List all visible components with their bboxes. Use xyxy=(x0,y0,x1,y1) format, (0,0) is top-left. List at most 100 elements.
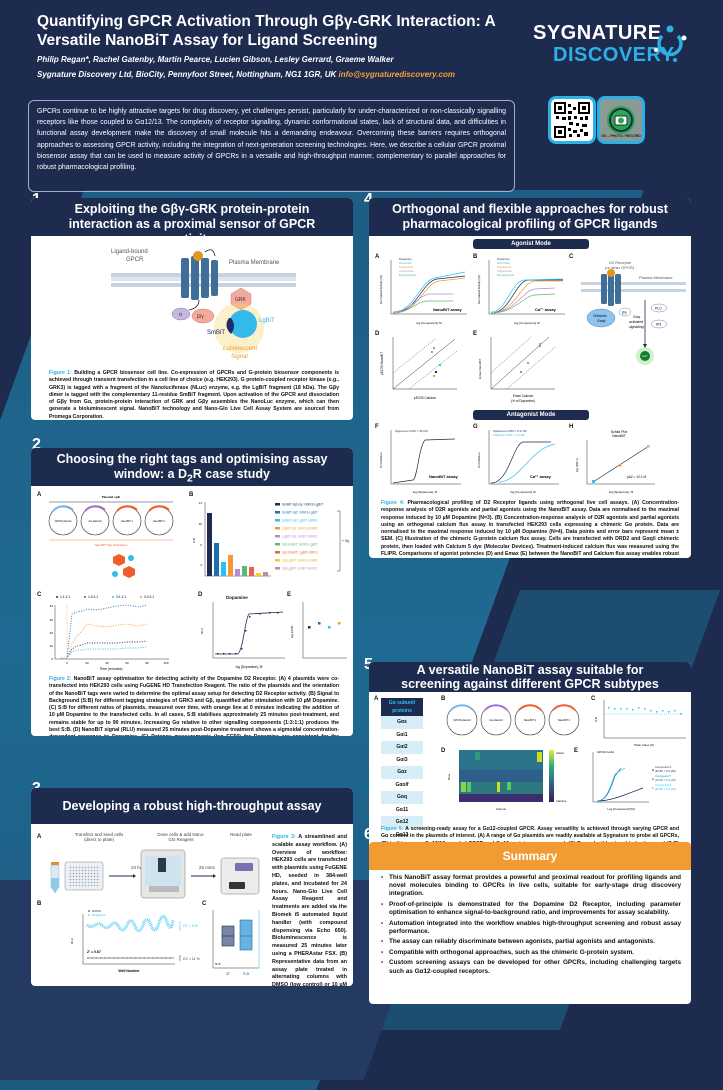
svg-text:NanoBiT 1: NanoBiT 1 xyxy=(524,718,537,722)
figure-caption: Figure 4: Pharmacological profiling of D… xyxy=(381,500,679,558)
svg-text:CV = 11 %: CV = 11 % xyxy=(183,957,200,961)
panel-label: A xyxy=(37,492,42,498)
svg-text:DMSO: DMSO xyxy=(92,909,102,913)
svg-text:2: 2 xyxy=(200,563,202,567)
section-1: Exploiting the Gβγ-GRK protein-protein i… xyxy=(31,198,353,420)
qr-code[interactable] xyxy=(548,96,596,144)
compound-response-chart: GPCR-Gα12 Compound X(EC50 = 0.5 µM) Comp… xyxy=(592,750,676,811)
svg-text:Chimeric: Chimeric xyxy=(593,314,607,318)
svg-text:Ca²⁺ assay: Ca²⁺ assay xyxy=(530,474,552,479)
table-row: Gα12 xyxy=(381,816,423,829)
tube-icon xyxy=(50,862,60,894)
summary-bullet: Automation integrated into the workflow … xyxy=(381,920,681,936)
panel-label: E xyxy=(574,748,579,754)
section-6-summary: Summary This NanoBiT assay format provid… xyxy=(369,842,691,1004)
well-plate-icon xyxy=(64,861,104,891)
summary-title: Summary xyxy=(369,842,691,870)
ligand-label: Ligand-bound xyxy=(111,249,148,255)
panel-label: B xyxy=(189,492,194,498)
summary-bullet: Compatible with orthogonal approaches, s… xyxy=(381,949,681,957)
svg-text:Z': Z' xyxy=(226,971,229,976)
logo-text-1: SYGNATURE xyxy=(533,22,662,44)
title-text-end: R case study xyxy=(192,467,270,481)
svg-text:Plasma Membrane: Plasma Membrane xyxy=(639,275,673,280)
svg-text:NanoBiT Tag Orientation: NanoBiT Tag Orientation xyxy=(95,543,128,547)
svg-text:Active: Active xyxy=(556,751,565,755)
svg-text:Gβ-LgBiT: smBiT-GRK3: Gβ-LgBiT: smBiT-GRK3 xyxy=(282,567,317,571)
svg-text:signalling: signalling xyxy=(629,325,644,329)
svg-text:LgBiT-Gβ: smBiT-GRK3: LgBiT-Gβ: smBiT-GRK3 xyxy=(282,535,317,539)
svg-text:Column: Column xyxy=(496,807,507,811)
introduction-box: GPCRs continue to be highly attractive t… xyxy=(28,100,515,192)
svg-text:NanoBiT assay: NanoBiT assay xyxy=(429,474,458,479)
svg-text:pEC50 Calcium: pEC50 Calcium xyxy=(414,396,436,400)
svg-text:Compound Z: Compound Z xyxy=(655,783,671,787)
section-title: Choosing the right tags and optimising a… xyxy=(31,448,353,486)
svg-text:S:B: S:B xyxy=(192,538,196,543)
poster-title: Quantifying GPCR Activation Through Gβγ-… xyxy=(37,13,496,49)
svg-text:(EC50 = 0.6 µM): (EC50 = 0.6 µM) xyxy=(655,778,676,782)
camera-icon xyxy=(607,106,635,134)
svg-text:Row: Row xyxy=(447,773,451,780)
svg-text:(% of Dopamine): (% of Dopamine) xyxy=(511,399,535,403)
svg-text:Gα plasmid: Gα plasmid xyxy=(489,718,503,722)
svg-text:Compound X: Compound X xyxy=(655,765,671,769)
caption-text: Pharmacological profiling of D2 Receptor… xyxy=(381,500,679,558)
svg-text:NanoBiT assay: NanoBiT assay xyxy=(433,307,462,312)
svg-text:log [Spiperone], M: log [Spiperone], M xyxy=(413,490,438,494)
svg-text:activated: activated xyxy=(629,320,644,324)
svg-text:log (DR-1): log (DR-1) xyxy=(575,458,579,472)
svg-text:log EC50: log EC50 xyxy=(290,625,294,638)
affiliation-text: Sygnature Discovery Ltd, BioCity, Pennyf… xyxy=(37,70,339,79)
svg-text:Time (minutes): Time (minutes) xyxy=(99,667,122,671)
svg-text:NanoBiT 2: NanoBiT 2 xyxy=(558,718,571,722)
svg-text:SmBiT: SmBiT xyxy=(207,330,225,336)
svg-text:NanoBiT: NanoBiT xyxy=(612,434,626,438)
svg-text:N=5: N=5 xyxy=(215,962,221,966)
title-subscript: 2 xyxy=(187,473,193,485)
workflow-diagram xyxy=(50,849,260,899)
figure-caption: Figure 2: NanoBiT assay optimisation for… xyxy=(49,676,339,736)
svg-text:1:3:1:1: 1:3:1:1 xyxy=(88,595,98,599)
svg-text:Gβ-LgBiT: GRK3-SmBiT: Gβ-LgBiT: GRK3-SmBiT xyxy=(282,559,318,563)
calcium-agonist-chart: Normalised Activity (%) DopamineRopiniro… xyxy=(477,257,565,325)
svg-text:Log [Compound] (M): Log [Compound] (M) xyxy=(607,807,635,811)
svg-text:(or other GPCR): (or other GPCR) xyxy=(605,265,635,270)
svg-text:Gαq-: Gαq- xyxy=(633,315,642,319)
table-row: Gαq xyxy=(381,791,423,804)
table-row: Gαolf xyxy=(395,781,409,788)
qr-code-icon xyxy=(554,102,590,138)
spiperone-nanobit-chart: % Inhibition Spiperone IC50 = 45 pM Nano… xyxy=(379,429,461,494)
panel-label: D xyxy=(441,748,446,754)
g-protein-table: Gα subunit proteins Gαs Gαi1 Gαi2 Gαi3 G… xyxy=(381,698,423,841)
agonist-mode-banner: Agonist Mode xyxy=(473,239,589,249)
summary-bullet: This NanoBiT assay format provides a pow… xyxy=(381,874,681,899)
logo-mark-icon xyxy=(654,25,687,62)
svg-text:Sumanirole: Sumanirole xyxy=(399,265,414,269)
svg-text:0: 0 xyxy=(66,661,68,665)
section-title: Developing a robust high-throughput assa… xyxy=(31,788,353,824)
svg-text:Sumanirole: Sumanirole xyxy=(497,265,512,269)
panel-label: C xyxy=(37,592,42,598)
email-link[interactable]: info@sygnaturediscovery.com xyxy=(338,70,455,79)
panel-label: E xyxy=(473,331,478,337)
svg-text:Gα plasmid: Gα plasmid xyxy=(89,520,102,523)
svg-text:% Inhibition: % Inhibition xyxy=(379,452,383,468)
svg-text:S:B: S:B xyxy=(243,971,250,976)
svg-text:S:B: S:B xyxy=(594,717,598,722)
svg-text:PLC: PLC xyxy=(655,307,662,311)
svg-text:β/γ: β/γ xyxy=(622,311,627,315)
panel-label: E xyxy=(287,592,292,598)
svg-text:Gβ-SmBiT: LgBiT-GRK3: Gβ-SmBiT: LgBiT-GRK3 xyxy=(282,551,318,555)
svg-text:% Inhibition: % Inhibition xyxy=(477,452,481,468)
svg-text:100: 100 xyxy=(163,661,168,665)
figure-caption: Figure 1: Building a GPCR biosensor cell… xyxy=(49,370,339,420)
section-2: Choosing the right tags and optimising a… xyxy=(31,448,353,736)
svg-text:log [Dopamine], M: log [Dopamine], M xyxy=(236,665,263,669)
svg-text:log [Spiperone], M: log [Spiperone], M xyxy=(609,490,634,494)
svg-text:Gαq/i: Gαq/i xyxy=(597,319,606,323)
table-row: Gα13 xyxy=(395,831,409,838)
svg-text:NanoBiT 1: NanoBiT 1 xyxy=(121,520,133,523)
svg-text:CV = 9 %: CV = 9 % xyxy=(183,924,198,928)
svg-text:D2 Receptor: D2 Receptor xyxy=(609,260,632,265)
